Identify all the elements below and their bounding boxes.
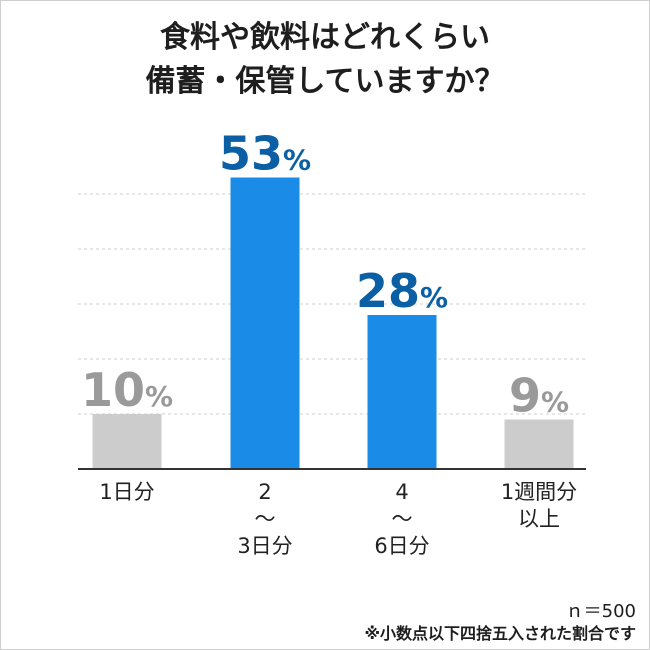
bar <box>92 414 162 469</box>
bar-value-number: 10 <box>81 363 145 417</box>
bar <box>367 315 437 469</box>
sample-size: ｎ＝500 <box>565 601 636 622</box>
bar-value-number: 28 <box>356 264 420 318</box>
bar-value-label: 10% <box>81 363 173 417</box>
category-label: 4 <box>395 480 408 504</box>
chart-title-line-2: 備蓄・保管していますか？ <box>145 64 505 99</box>
bar-value-label: 28% <box>356 264 448 318</box>
category-label: 〜 <box>255 507 276 531</box>
chart-title-line-1: 食料や飲料はどれくらい <box>160 20 490 55</box>
bar-value-label: 53% <box>219 127 311 181</box>
bar-value-unit: % <box>145 380 173 413</box>
bar-value-number: 53 <box>219 127 283 181</box>
bar-value-unit: % <box>420 281 448 314</box>
bar-value-unit: % <box>541 386 569 419</box>
category-label: 1週間分 <box>501 480 577 504</box>
bar-value-unit: % <box>283 144 311 177</box>
chart-title: 食料や飲料はどれくらい 備蓄・保管していますか？ <box>0 16 650 104</box>
category-label: 〜 <box>392 507 413 531</box>
category-label: 1日分 <box>99 480 154 504</box>
bar <box>230 177 300 469</box>
category-label: 6日分 <box>374 534 429 558</box>
bar <box>504 419 574 469</box>
category-label: 以上 <box>518 507 560 531</box>
bar-value-number: 9 <box>509 369 541 423</box>
bar-value-label: 9% <box>509 369 569 423</box>
category-label: 2 <box>258 480 271 504</box>
rounding-note: ※小数点以下四捨五入された割合です <box>364 624 636 643</box>
category-label: 3日分 <box>237 534 292 558</box>
